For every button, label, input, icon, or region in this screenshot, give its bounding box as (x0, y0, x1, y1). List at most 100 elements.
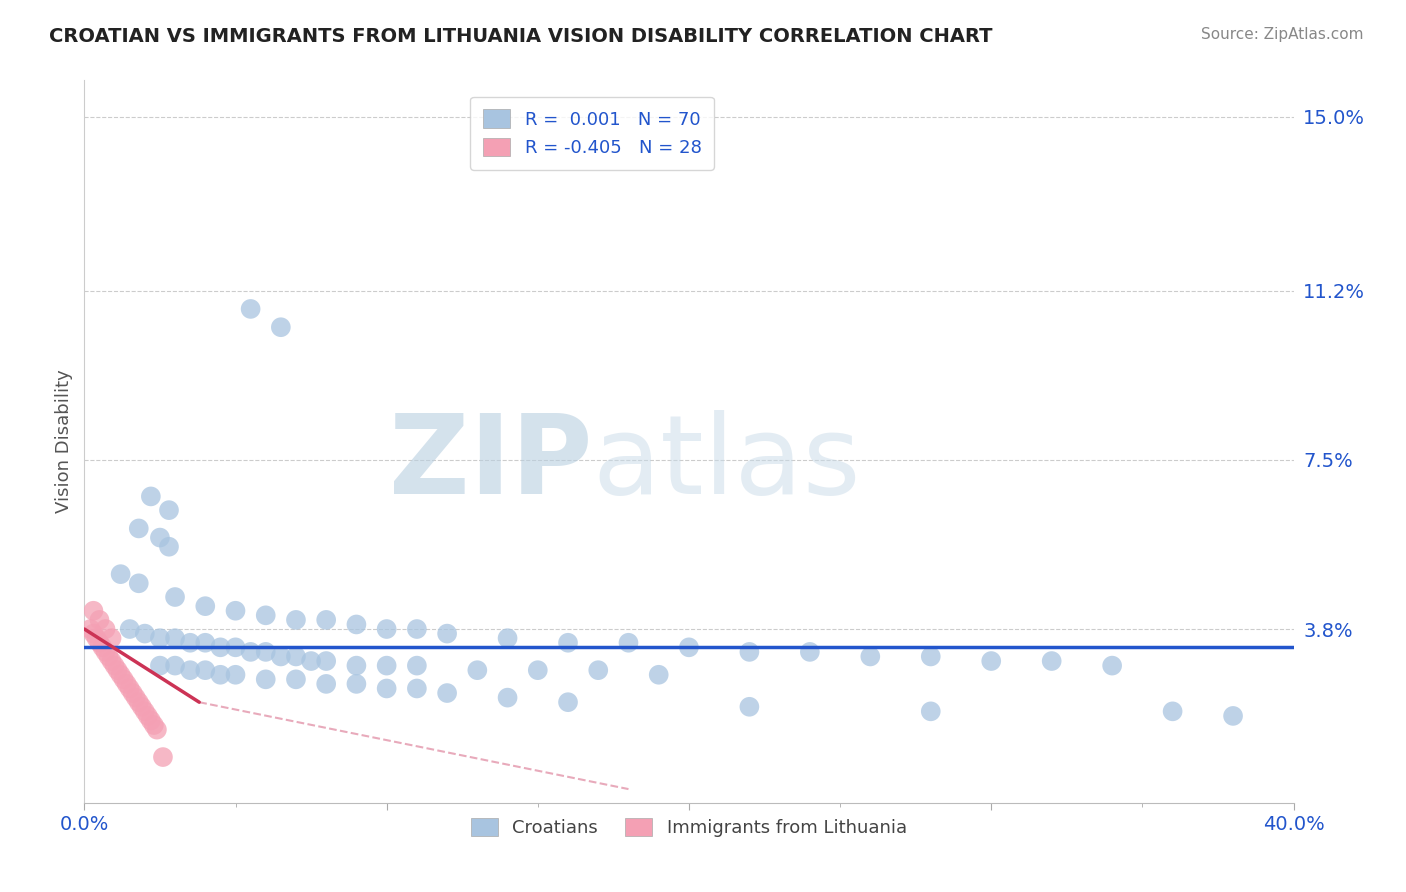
Point (254, 608, 277, 623)
Point (225, 640, 247, 655)
Point (152, 750, 174, 764)
Point (920, 649, 942, 664)
Point (94, 622, 117, 636)
Point (1101, 658, 1123, 673)
Point (496, 631, 519, 645)
Point (104, 658, 127, 673)
Point (239, 301, 262, 316)
Point (157, 540, 180, 554)
Point (82, 604, 104, 618)
Point (128, 521, 150, 535)
Point (194, 636, 217, 650)
Point (467, 663, 489, 677)
Point (346, 617, 368, 632)
Point (738, 645, 761, 659)
Point (110, 667, 132, 681)
Point (315, 613, 337, 627)
Point (375, 658, 398, 673)
Point (617, 636, 640, 650)
Point (128, 695, 150, 709)
Point (165, 658, 187, 673)
Point (149, 531, 172, 545)
Point (100, 631, 122, 645)
Point (648, 667, 671, 681)
Point (285, 673, 308, 687)
Point (239, 645, 262, 659)
Point (82, 626, 104, 640)
Point (557, 695, 579, 709)
Text: CROATIAN VS IMMIGRANTS FROM LITHUANIA VISION DISABILITY CORRELATION CHART: CROATIAN VS IMMIGRANTS FROM LITHUANIA VI… (49, 27, 993, 45)
Point (136, 709, 159, 723)
Point (194, 663, 217, 677)
Point (209, 667, 232, 681)
Point (315, 654, 337, 668)
Point (125, 690, 148, 705)
Point (79, 622, 101, 636)
Point (194, 599, 217, 614)
Point (97, 649, 120, 664)
Point (527, 663, 550, 677)
Point (157, 503, 180, 517)
Point (496, 690, 519, 705)
Point (139, 490, 162, 504)
Point (254, 645, 277, 659)
Point (285, 613, 308, 627)
Point (859, 649, 882, 664)
Point (131, 699, 153, 714)
Point (118, 681, 141, 696)
Point (89, 613, 111, 627)
Point (1161, 704, 1184, 718)
Point (254, 673, 277, 687)
Point (118, 622, 141, 636)
Legend: Croatians, Immigrants from Lithuania: Croatians, Immigrants from Lithuania (464, 811, 914, 845)
Point (134, 704, 156, 718)
Point (149, 658, 172, 673)
Point (91, 640, 114, 655)
Point (346, 658, 368, 673)
Point (134, 626, 156, 640)
Point (299, 654, 322, 668)
Point (346, 677, 368, 691)
Point (920, 704, 942, 718)
Point (115, 677, 138, 691)
Point (678, 640, 700, 655)
Point (89, 636, 111, 650)
Y-axis label: Vision Disability: Vision Disability (55, 369, 73, 514)
Point (179, 636, 201, 650)
Point (86, 631, 108, 645)
Point (121, 686, 143, 700)
Point (436, 626, 458, 640)
Point (315, 677, 337, 691)
Point (146, 723, 169, 737)
Point (149, 631, 172, 645)
Point (179, 663, 201, 677)
Point (406, 658, 429, 673)
Point (1222, 709, 1244, 723)
Point (165, 631, 187, 645)
Point (557, 636, 579, 650)
Point (980, 654, 1002, 668)
Point (270, 649, 292, 664)
Point (588, 663, 610, 677)
Point (110, 567, 132, 582)
Point (139, 714, 162, 728)
Point (406, 622, 429, 636)
Point (209, 640, 232, 655)
Point (799, 645, 821, 659)
Text: ZIP: ZIP (389, 409, 592, 516)
Point (375, 681, 398, 696)
Point (406, 681, 429, 696)
Point (375, 622, 398, 636)
Point (285, 649, 308, 664)
Point (107, 663, 129, 677)
Point (142, 718, 165, 732)
Text: atlas: atlas (592, 409, 860, 516)
Point (100, 654, 122, 668)
Point (738, 699, 761, 714)
Point (225, 667, 247, 681)
Text: Source: ZipAtlas.com: Source: ZipAtlas.com (1201, 27, 1364, 42)
Point (225, 604, 247, 618)
Point (1040, 654, 1063, 668)
Point (128, 576, 150, 591)
Point (270, 320, 292, 334)
